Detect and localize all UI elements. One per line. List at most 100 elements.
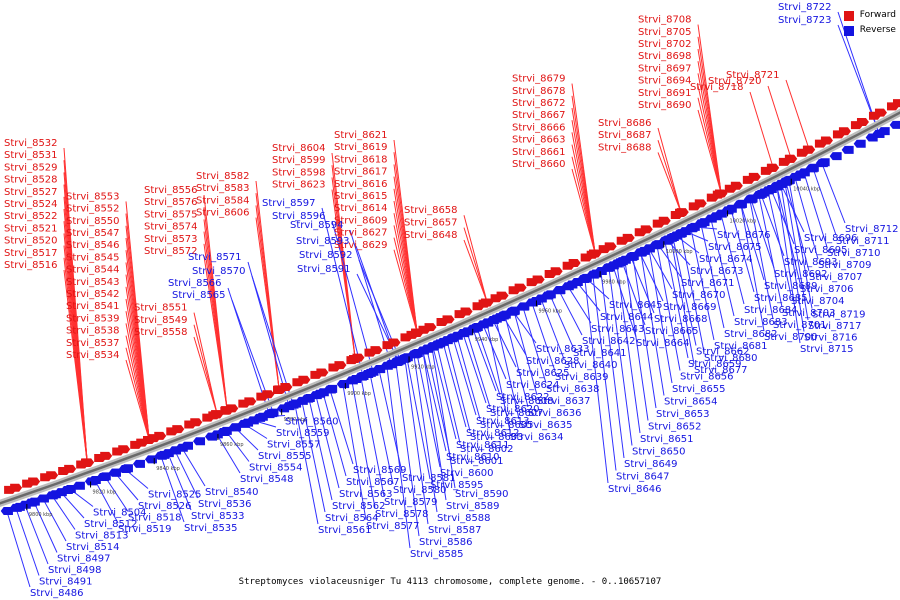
reverse-gene-label: Strvi_8644 xyxy=(600,312,654,323)
reverse-gene-label: Strvi_8593 xyxy=(296,236,350,247)
leader-line xyxy=(466,331,491,408)
leader-line xyxy=(531,302,556,372)
reverse-gene-arrow xyxy=(301,394,314,403)
forward-gene-arrow xyxy=(298,375,311,384)
leader-line xyxy=(426,348,451,456)
reverse-gene-label: Strvi_8637 xyxy=(537,396,591,407)
forward-gene-label: Strvi_8547 xyxy=(66,228,120,239)
reverse-gene-arrow xyxy=(769,182,782,191)
reverse-gene-label: Strvi_8540 xyxy=(205,487,259,498)
reverse-gene-label: Strvi_8669 xyxy=(663,302,717,313)
forward-gene-label: Strvi_8667 xyxy=(512,110,566,121)
reverse-gene-label: Strvi_8673 xyxy=(690,266,744,277)
forward-gene-label: Strvi_8550 xyxy=(66,216,120,227)
forward-gene-label: Strvi_8584 xyxy=(196,195,250,206)
leader-line xyxy=(492,319,517,368)
forward-gene-arrow xyxy=(28,477,41,486)
reverse-gene-arrow xyxy=(601,263,614,272)
reverse-gene-arrow xyxy=(96,473,109,482)
forward-gene-label: Strvi_8627 xyxy=(334,228,388,239)
reverse-gene-arrow xyxy=(841,145,854,154)
reverse-gene-label: Strvi_8654 xyxy=(664,397,718,408)
reverse-gene-arrow xyxy=(84,477,97,486)
reverse-gene-label: Strvi_8692 xyxy=(774,269,828,280)
leader-line xyxy=(657,152,682,214)
leader-line xyxy=(463,215,488,303)
forward-gene-arrow xyxy=(406,330,419,339)
reverse-gene-label: Strvi_8612 xyxy=(466,428,520,439)
leader-line xyxy=(462,333,487,404)
reverse-gene-arrow xyxy=(277,404,290,413)
forward-gene-arrow xyxy=(370,346,383,355)
reverse-gene-label: Strvi_8670 xyxy=(672,290,726,301)
leader-line xyxy=(167,452,192,511)
leader-line xyxy=(331,189,356,360)
leader-line xyxy=(436,344,461,444)
scale-tick-label: 9880 kbp xyxy=(284,417,308,423)
reverse-gene-label: Strvi_8562 xyxy=(332,501,386,512)
reverse-gene-label: Strvi_8571 xyxy=(188,252,242,263)
reverse-gene-arrow xyxy=(433,339,446,348)
chromosome-axis xyxy=(0,108,900,507)
genome-caption: Streptomyces violaceusniger Tu 4113 chro… xyxy=(238,577,662,587)
reverse-gene-label: Strvi_8635 xyxy=(519,420,573,431)
reverse-gene-label: Strvi_8638 xyxy=(546,384,600,395)
forward-gene-label: Strvi_8720 xyxy=(708,76,762,87)
forward-gene-arrow xyxy=(136,438,149,447)
reverse-gene-label: Strvi_8659 xyxy=(688,359,742,370)
forward-gene-label: Strvi_8516 xyxy=(4,260,58,271)
leader-line xyxy=(767,190,792,296)
reverse-gene-arrow xyxy=(385,359,398,368)
axis-line xyxy=(0,111,900,505)
forward-gene-arrow xyxy=(712,190,725,199)
reverse-gene-arrow xyxy=(229,423,242,432)
forward-gene-label: Strvi_8532 xyxy=(4,138,58,149)
reverse-gene-label: Strvi_8645 xyxy=(609,300,663,311)
reverse-gene-label: Strvi_8536 xyxy=(198,499,252,510)
leader-line xyxy=(680,233,705,353)
leader-line xyxy=(301,400,326,513)
leader-line xyxy=(571,83,596,254)
leader-line xyxy=(776,185,801,344)
leader-line xyxy=(181,447,206,487)
reverse-gene-arrow xyxy=(12,502,25,511)
reverse-gene-arrow xyxy=(805,164,818,173)
reverse-gene-label: Strvi_8642 xyxy=(582,336,636,347)
reverse-gene-label: Strvi_8600 xyxy=(440,468,494,479)
reverse-gene-label: Strvi_8525 xyxy=(148,490,202,501)
leader-line xyxy=(193,312,218,415)
leader-line xyxy=(321,207,363,375)
leader-line xyxy=(416,352,441,468)
reverse-gene-label: Strvi_8491 xyxy=(39,577,93,588)
leader-line xyxy=(750,198,775,269)
legend-forward: Forward xyxy=(843,8,896,23)
reverse-gene-label: Strvi_8605 xyxy=(480,420,534,431)
leader-line xyxy=(329,389,354,465)
leader-line xyxy=(803,172,828,248)
leader-line xyxy=(114,472,139,501)
forward-gene-arrow xyxy=(424,323,437,332)
reverse-gene-arrow xyxy=(565,280,578,289)
forward-gene-label: Strvi_8708 xyxy=(638,15,692,26)
leader-line xyxy=(308,397,333,501)
leader-line xyxy=(315,395,340,489)
forward-gene-label: Strvi_8618 xyxy=(334,154,388,165)
leader-line xyxy=(125,201,150,441)
leader-line xyxy=(767,85,792,159)
forward-gene-label: Strvi_8558 xyxy=(134,327,188,338)
forward-gene-label: Strvi_8658 xyxy=(404,205,458,216)
scale-tick: 9920 kbp xyxy=(408,356,435,370)
reverse-gene-label: Strvi_8585 xyxy=(410,549,464,560)
leader-line xyxy=(785,79,810,150)
forward-gene-label: Strvi_8617 xyxy=(334,167,388,178)
reverse-gene-label: Strvi_8649 xyxy=(624,459,678,470)
reverse-gene-arrow xyxy=(217,427,230,436)
reverse-gene-label: Strvi_8662 xyxy=(696,347,750,358)
reverse-gene-label: Strvi_8703 xyxy=(782,308,836,319)
forward-gene-label: Strvi_8629 xyxy=(334,240,388,251)
reverse-gene-label: Strvi_8664 xyxy=(636,338,690,349)
reverse-gene-label: Strvi_8601 xyxy=(450,456,504,467)
forward-gene-label: Strvi_8648 xyxy=(404,230,458,241)
reverse-gene-label: Strvi_8646 xyxy=(608,484,662,495)
